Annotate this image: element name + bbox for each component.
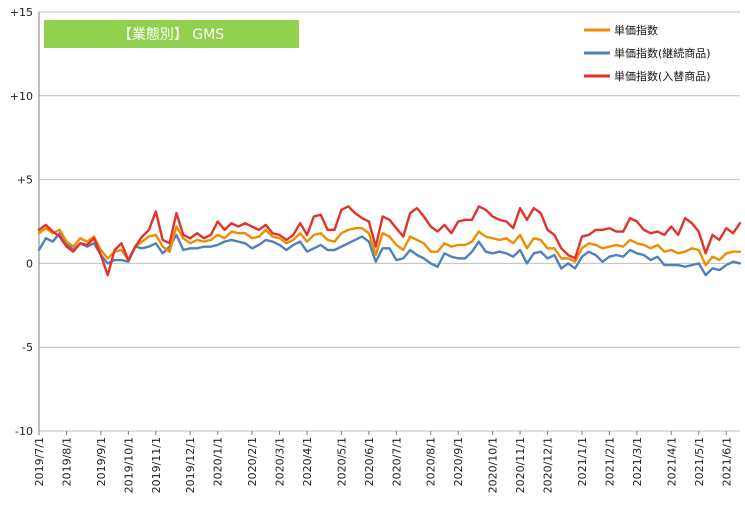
x-tick-label: 2021/1/1 bbox=[576, 437, 589, 486]
series-line-2 bbox=[37, 232, 742, 277]
x-tick-label: 2019/7/1 bbox=[33, 437, 46, 486]
x-tick-label: 2020/12/1 bbox=[542, 437, 555, 493]
x-tick-label: 2020/11/1 bbox=[514, 437, 527, 493]
x-tick-label: 2019/10/1 bbox=[122, 437, 135, 493]
y-tick-labels: +15 +10 +5 0 -5 -10 bbox=[10, 6, 33, 438]
x-tick-label: 2019/8/1 bbox=[60, 437, 73, 486]
x-tick-label: 2021/2/1 bbox=[603, 437, 616, 486]
x-tick-label: 2021/3/1 bbox=[631, 437, 644, 486]
x-tick-label: 2020/10/1 bbox=[487, 437, 500, 493]
x-tick-label: 2020/2/1 bbox=[246, 437, 259, 486]
chart-title-background bbox=[44, 20, 299, 48]
y-tick-label: +15 bbox=[10, 6, 33, 19]
x-tick-label: 2020/9/1 bbox=[452, 437, 465, 486]
x-tick-label: 2019/12/1 bbox=[184, 437, 197, 493]
series-line-3 bbox=[37, 205, 742, 277]
y-tick-label: +5 bbox=[17, 174, 33, 187]
x-tick-label: 2020/8/1 bbox=[425, 437, 438, 486]
legend-label: 単価指数(入替商品) bbox=[614, 69, 711, 83]
x-tick-label: 2020/4/1 bbox=[301, 437, 314, 486]
x-tick-label: 2021/6/1 bbox=[720, 437, 733, 486]
chart-title: 【業態別】 GMS bbox=[118, 27, 224, 43]
series-lines bbox=[37, 205, 742, 277]
y-tick-label: +10 bbox=[10, 90, 33, 103]
x-tick-label: 2020/6/1 bbox=[363, 437, 376, 486]
axes bbox=[38, 12, 727, 435]
y-tick-label: -10 bbox=[15, 425, 33, 438]
x-tick-label: 2020/1/1 bbox=[212, 437, 225, 486]
x-tick-label: 2019/9/1 bbox=[95, 437, 108, 486]
chart-title-box: 【業態別】 GMS bbox=[44, 20, 299, 48]
y-tick-label: 0 bbox=[26, 257, 33, 270]
y-tick-label: -5 bbox=[22, 341, 33, 354]
x-tick-label: 2019/11/1 bbox=[150, 437, 163, 493]
x-tick-label: 2020/5/1 bbox=[335, 437, 348, 486]
x-tick-label: 2020/7/1 bbox=[390, 437, 403, 486]
x-tick-label: 2021/4/1 bbox=[665, 437, 678, 486]
x-tick-labels: 2019/7/1 2019/8/1 2019/9/1 2019/10/1 2019/11… bbox=[33, 437, 733, 493]
x-tick-label: 2021/5/1 bbox=[693, 437, 706, 486]
x-tick-label: 2020/3/1 bbox=[274, 437, 287, 486]
legend-label: 単価指数(継続商品) bbox=[614, 46, 711, 60]
legend-label: 単価指数 bbox=[614, 23, 658, 37]
series-line-1 bbox=[37, 225, 742, 267]
